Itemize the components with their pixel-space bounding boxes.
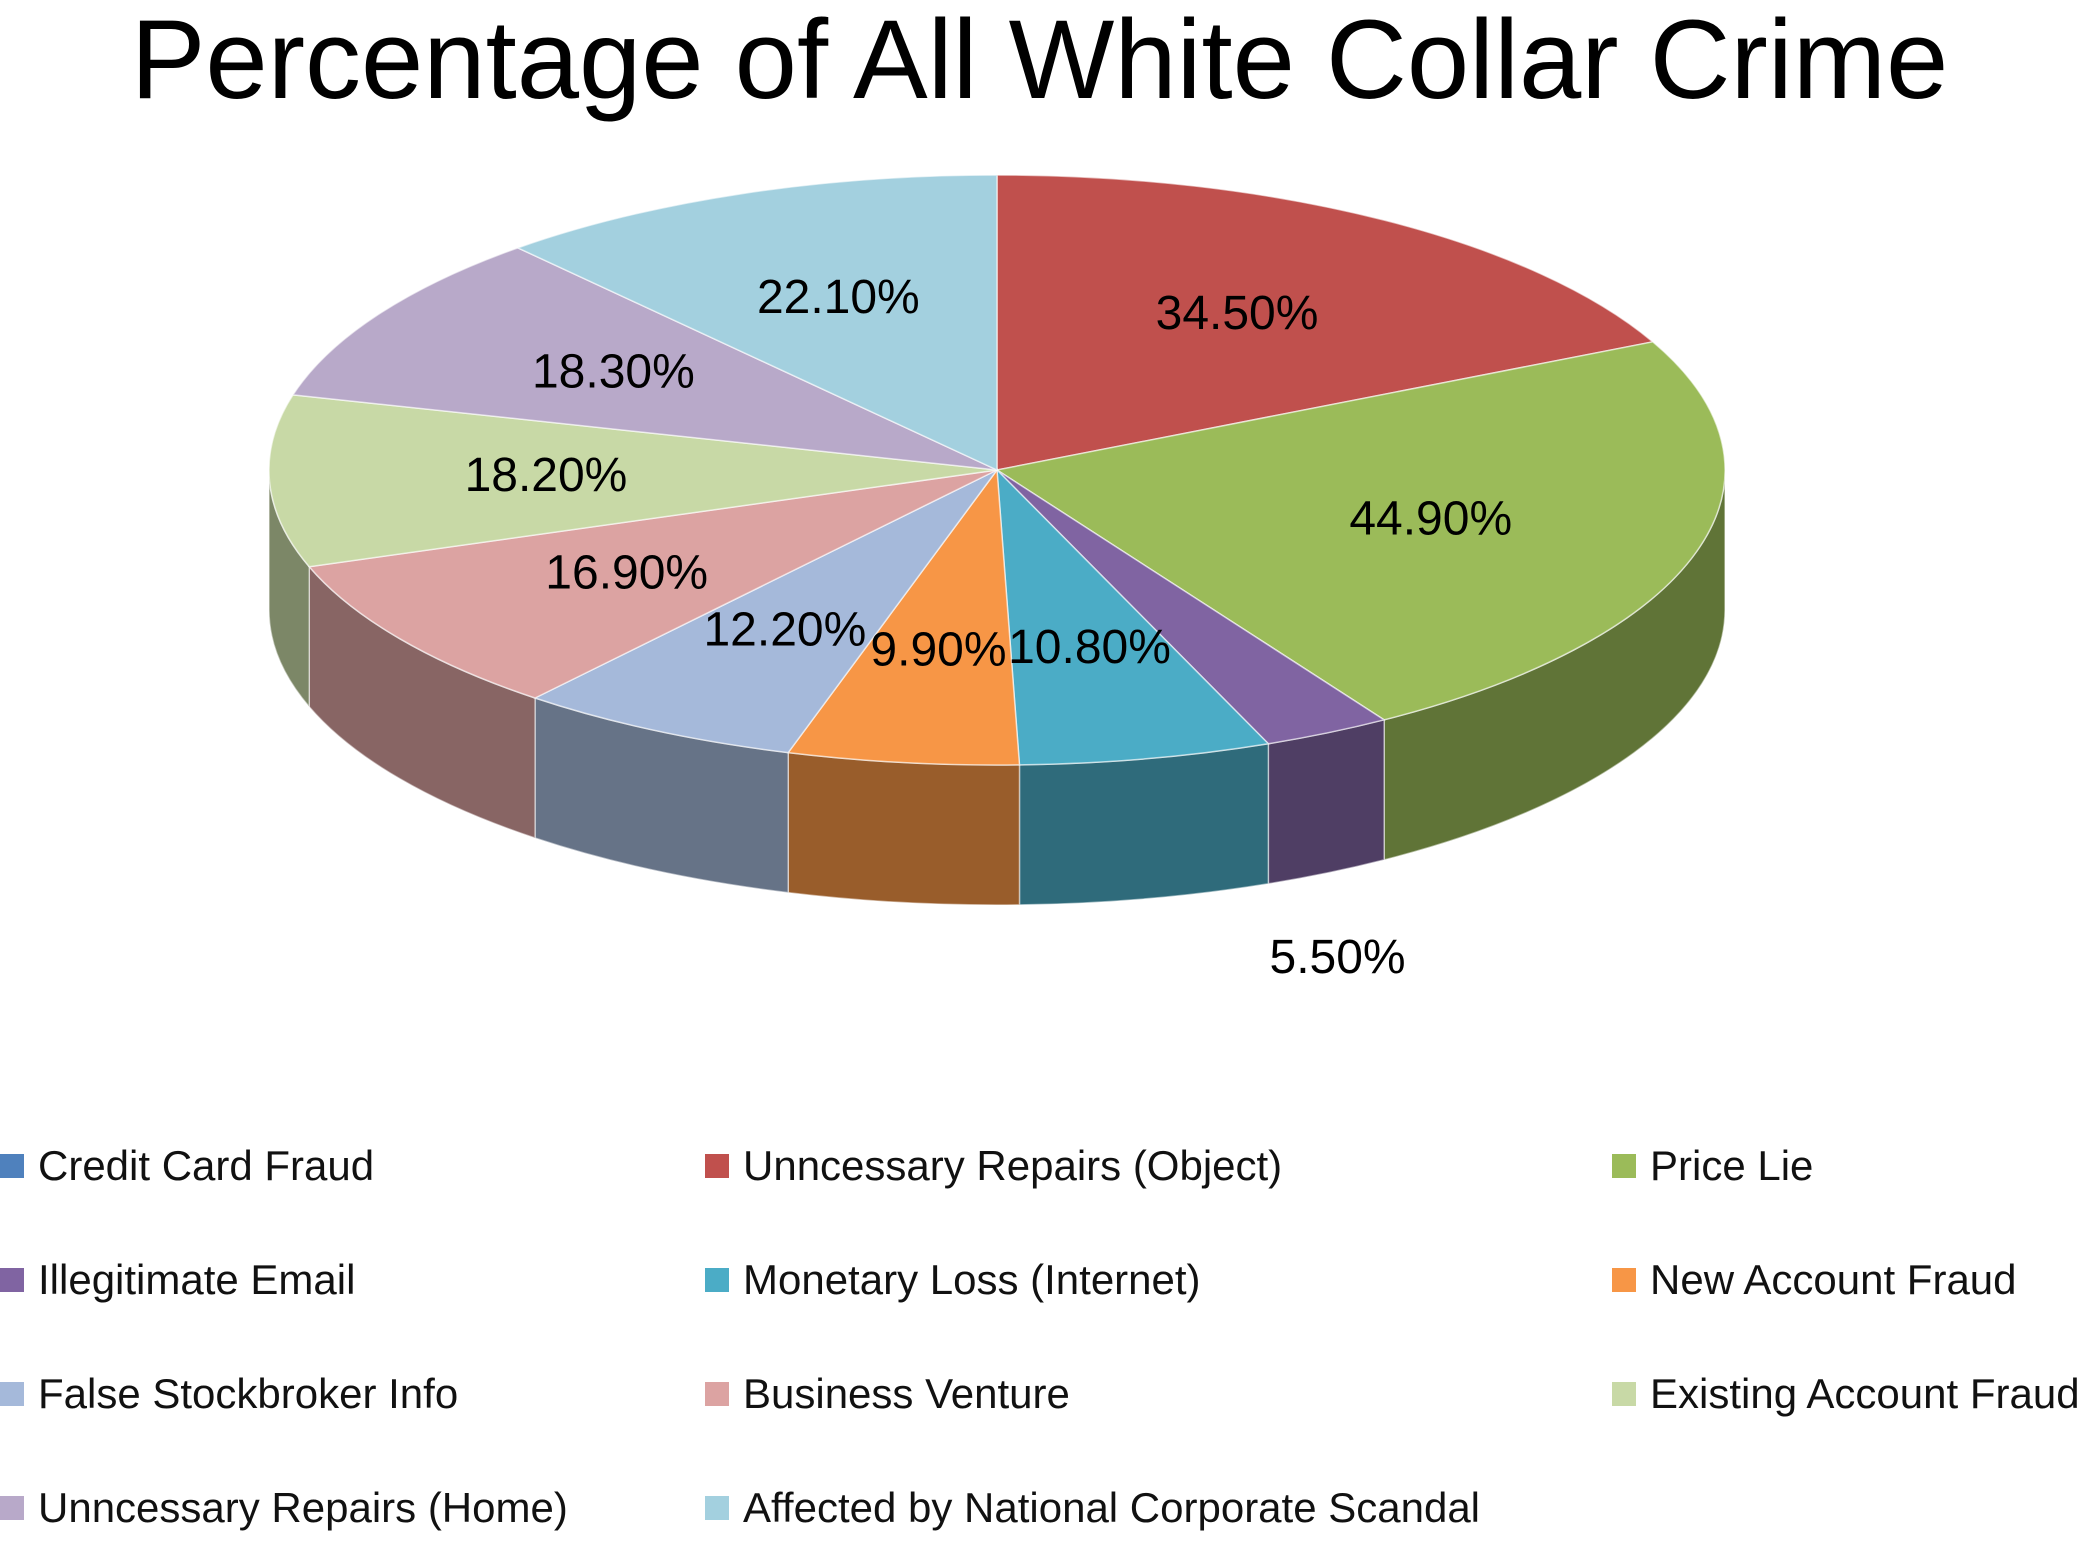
legend-label: Unncessary Repairs (Object) — [743, 1142, 1283, 1189]
legend-item: New Account Fraud — [1612, 1250, 2017, 1310]
pie-slice-8 — [268, 394, 998, 568]
legend-item: Illegitimate Email — [0, 1250, 355, 1310]
pie-slice-10 — [515, 174, 998, 472]
legend-swatch — [0, 1496, 24, 1520]
legend-item: Unncessary Repairs (Object) — [705, 1136, 1282, 1196]
data-label-3: 5.50% — [1270, 931, 1406, 984]
pie-chart: 34.50% 44.90% 5.50% 10.80%9.90%12.20%16.90%… — [268, 174, 1726, 984]
legend-label: Business Venture — [743, 1370, 1070, 1417]
pie-side-4 — [1018, 742, 1270, 906]
pie-slice-2 — [995, 341, 1726, 721]
legend-label: Credit Card Fraud — [38, 1142, 375, 1189]
pie-top — [268, 174, 1726, 766]
data-label-5: 9.90% — [870, 623, 1006, 676]
pie-slice-5 — [786, 467, 1021, 766]
data-label-8: 18.20% — [465, 449, 628, 502]
legend-swatch — [0, 1382, 24, 1406]
legend-swatch — [0, 1268, 24, 1292]
data-label-7: 16.90% — [545, 547, 708, 600]
legend-swatch — [1612, 1154, 1636, 1178]
legend-swatch — [1612, 1382, 1636, 1406]
legend-item: Business Venture — [705, 1364, 1070, 1424]
pie-slice-7 — [307, 469, 998, 699]
data-label-2: 44.90% — [1349, 493, 1512, 546]
legend-label: Affected by National Corporate Scandal — [743, 1484, 1481, 1531]
legend-label: New Account Fraud — [1650, 1256, 2017, 1303]
legend-item: Affected by National Corporate Scandal — [705, 1478, 1480, 1538]
legend-label: Unncessary Repairs (Home) — [38, 1484, 568, 1531]
legend-swatch — [705, 1154, 729, 1178]
pie-slice-9 — [291, 247, 998, 471]
pie-sides — [268, 469, 1726, 906]
legend-label: Existing Account Fraud — [1650, 1370, 2079, 1417]
pie-labels: 34.50% 44.90% 5.50% 10.80%9.90%12.20%16.90%… — [465, 271, 1513, 984]
legend-swatch — [705, 1496, 729, 1520]
pie-side-5 — [787, 751, 1021, 906]
legend-item: Unncessary Repairs (Home) — [0, 1478, 568, 1538]
legend: Credit Card Fraud Unncessary Repairs (Obj… — [0, 1142, 2079, 1558]
chart-title: Percentage of All White Collar Crime — [130, 0, 1949, 122]
legend-item: Price Lie — [1612, 1136, 1813, 1196]
legend-label: Illegitimate Email — [38, 1256, 356, 1303]
legend-swatch — [705, 1268, 729, 1292]
legend-swatch — [1612, 1268, 1636, 1292]
pie-side-3 — [1267, 718, 1385, 885]
legend-label: Price Lie — [1650, 1142, 1814, 1189]
pie-slice-1 — [996, 174, 1655, 471]
legend-item: Monetary Loss (Internet) — [705, 1250, 1201, 1310]
data-label-4: 10.80% — [1008, 621, 1171, 674]
pie-slice-4 — [996, 468, 1270, 766]
data-label-6: 12.20% — [703, 603, 866, 656]
legend-label: False Stockbroker Info — [38, 1370, 459, 1417]
legend-item: Credit Card Fraud — [0, 1136, 374, 1196]
legend-swatch — [705, 1382, 729, 1406]
legend-item: False Stockbroker Info — [0, 1364, 458, 1424]
data-label-10: 22.10% — [757, 271, 920, 324]
legend-item: Existing Account Fraud — [1612, 1364, 2079, 1424]
data-label-1: 34.50% — [1156, 287, 1319, 340]
data-label-9: 18.30% — [532, 346, 695, 399]
pie-slice-6 — [533, 469, 998, 754]
legend-label: Monetary Loss (Internet) — [743, 1256, 1201, 1303]
legend-swatch — [0, 1154, 24, 1178]
